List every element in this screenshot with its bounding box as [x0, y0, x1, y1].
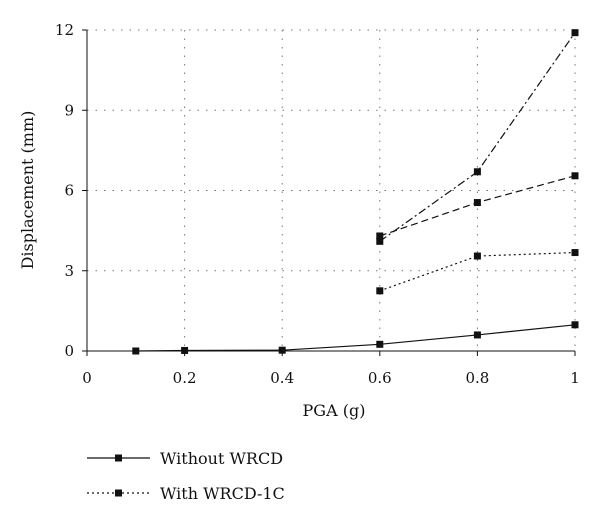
series-2	[376, 249, 579, 295]
legend-marker	[115, 489, 122, 497]
y-tick-label: 9	[64, 101, 74, 119]
data-point-marker	[473, 199, 481, 207]
legend-label: With WRCD-1C	[160, 484, 285, 503]
legend-entry: With WRCD-1C	[87, 484, 285, 503]
data-point-marker	[376, 237, 384, 245]
legend-entry: Without WRCD	[87, 449, 283, 468]
y-tick-label: 3	[64, 262, 74, 280]
legend-marker	[115, 454, 122, 462]
data-point-marker	[473, 331, 481, 339]
y-axis-title: Displacement (mm)	[18, 111, 37, 270]
x-tick-label: 0.6	[368, 369, 392, 387]
x-tick-label: 0.4	[270, 369, 294, 387]
x-tick-label: 1	[570, 369, 580, 387]
grid-lines	[87, 29, 576, 351]
axes	[86, 30, 575, 352]
data-point-marker	[376, 340, 384, 348]
series-line	[379, 32, 576, 242]
series-layer	[132, 29, 579, 355]
x-axis-title: PGA (g)	[303, 401, 366, 420]
data-point-marker	[181, 346, 189, 354]
data-point-marker	[571, 321, 579, 329]
tick-labels: 0 3 6 9 12 0 0.2 0.4 0.6 0.8 1	[55, 21, 580, 387]
legend: Without WRCD With WRCD-1C	[87, 449, 285, 503]
data-point-marker	[571, 29, 579, 37]
series-1	[132, 321, 579, 355]
data-point-marker	[473, 168, 481, 176]
legend-label: Without WRCD	[160, 449, 283, 468]
x-tick-label: 0.8	[465, 369, 489, 387]
y-tick-label: 0	[64, 342, 74, 360]
data-point-marker	[571, 172, 579, 180]
data-point-marker	[278, 346, 286, 354]
data-point-marker	[132, 347, 140, 355]
x-tick-label: 0	[82, 369, 92, 387]
series-line	[135, 324, 576, 352]
data-point-marker	[376, 287, 384, 295]
series-4	[376, 29, 579, 245]
data-point-marker	[571, 249, 579, 257]
data-point-marker	[376, 232, 384, 240]
y-tick-label: 12	[55, 21, 74, 39]
y-tick-label: 6	[64, 182, 74, 200]
data-point-marker	[473, 252, 481, 260]
series-3	[376, 172, 579, 240]
x-tick-label: 0.2	[173, 369, 197, 387]
